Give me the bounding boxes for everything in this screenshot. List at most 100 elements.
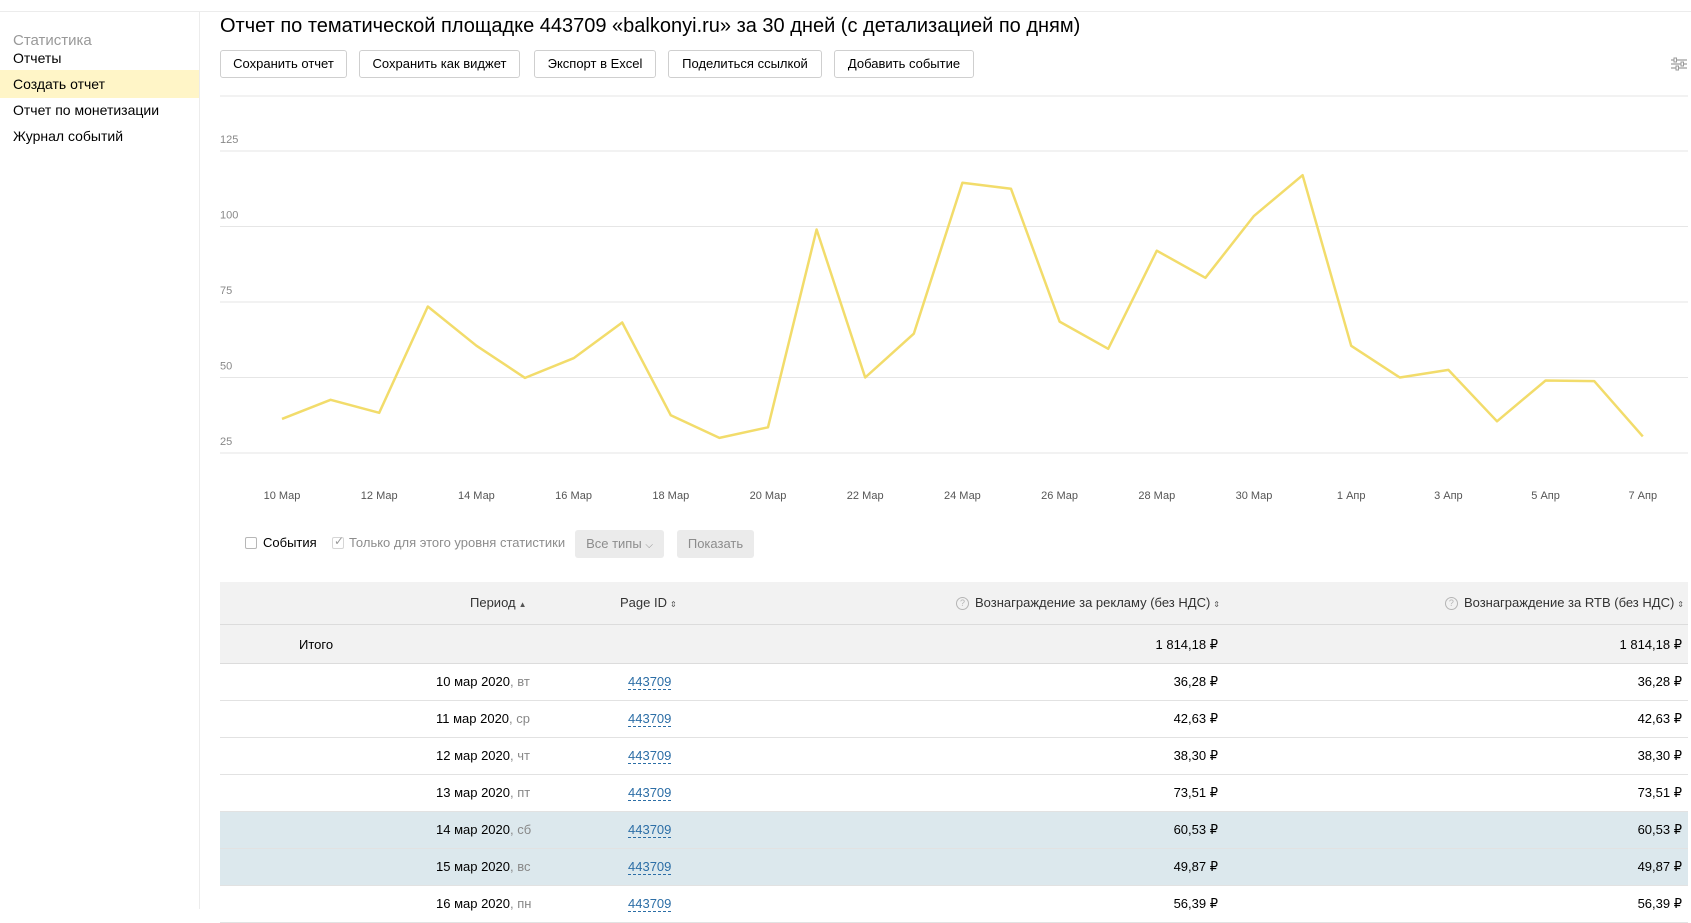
x-tick-label: 28 Мар	[1138, 490, 1175, 502]
help-icon[interactable]: ?	[1444, 597, 1458, 610]
data-point[interactable]	[276, 413, 288, 425]
save-report-button[interactable]: Сохранить отчет	[220, 50, 347, 78]
table-row[interactable]: 12 мар 2020, чт 443709 38,30 ₽ 38,30 ₽	[220, 738, 1688, 775]
x-tick-label: 12 Мар	[361, 490, 398, 502]
data-point[interactable]	[1297, 169, 1309, 181]
sidebar-title: Статистика	[13, 32, 92, 49]
data-point[interactable]	[811, 224, 823, 236]
data-point[interactable]	[1005, 183, 1017, 195]
data-point[interactable]	[616, 317, 628, 329]
data-point[interactable]	[1054, 316, 1066, 328]
cell-reward-ads: 36,28 ₽	[1173, 674, 1218, 689]
cell-reward-ads: 73,51 ₽	[1173, 785, 1218, 800]
page-id-link[interactable]: 443709	[628, 711, 672, 727]
cell-period: 13 мар 2020, пт	[436, 785, 530, 800]
table-row[interactable]: 10 мар 2020, вт 443709 36,28 ₽ 36,28 ₽	[220, 664, 1688, 701]
table-row[interactable]: 11 мар 2020, ср 443709 42,63 ₽ 42,63 ₽	[220, 701, 1688, 738]
save-as-widget-button[interactable]: Сохранить как виджет	[359, 50, 520, 78]
data-point[interactable]	[1199, 272, 1211, 284]
data-point[interactable]	[1442, 364, 1454, 376]
x-tick-label: 14 Мар	[458, 490, 495, 502]
column-header-period[interactable]: Период ▲	[470, 595, 527, 610]
event-types-label: Все типы	[586, 536, 642, 551]
cell-reward-ads: 49,87 ₽	[1173, 859, 1218, 874]
table-row[interactable]: 13 мар 2020, пт 443709 73,51 ₽ 73,51 ₽	[220, 775, 1688, 812]
table-row[interactable]: 16 мар 2020, пн 443709 56,39 ₽ 56,39 ₽	[220, 886, 1688, 923]
data-point[interactable]	[1637, 430, 1649, 442]
page-id-link[interactable]: 443709	[628, 822, 672, 838]
cell-reward-ads: 56,39 ₽	[1173, 896, 1218, 911]
total-reward-ads: 1 814,18 ₽	[1155, 637, 1219, 652]
show-button[interactable]: Показать	[677, 530, 754, 558]
data-point[interactable]	[956, 177, 968, 189]
cell-period: 12 мар 2020, чт	[436, 748, 530, 763]
table-row[interactable]: 15 мар 2020, вс 443709 49,87 ₽ 49,87 ₽	[220, 849, 1688, 886]
events-label: События	[263, 535, 317, 550]
data-point[interactable]	[1151, 245, 1163, 257]
column-label-page-id: Page ID	[620, 595, 667, 610]
sidebar-item-reports[interactable]: Отчеты	[13, 50, 62, 66]
data-point[interactable]	[1394, 372, 1406, 384]
cell-reward-rtb: 42,63 ₽	[1637, 711, 1682, 726]
column-header-page-id[interactable]: Page ID ⇕	[620, 595, 677, 610]
data-point[interactable]	[1248, 210, 1260, 222]
data-point[interactable]	[908, 328, 920, 340]
column-label-period: Период	[470, 595, 516, 610]
cell-period: 10 мар 2020, вт	[436, 674, 530, 689]
sort-icon: ⇕	[669, 600, 677, 609]
page-id-link[interactable]: 443709	[628, 896, 672, 912]
data-point[interactable]	[373, 407, 385, 419]
cell-page-id: 443709	[628, 748, 672, 764]
events-checkbox[interactable]	[245, 537, 257, 549]
period-date: 14 мар 2020	[436, 822, 511, 837]
column-header-reward-rtb[interactable]: ? Вознаграждение за RTB (без НДС) ⇕	[1444, 595, 1684, 610]
page-id-link[interactable]: 443709	[628, 674, 672, 690]
x-tick-label: 1 Апр	[1337, 490, 1366, 502]
data-point[interactable]	[762, 421, 774, 433]
page-id-link[interactable]: 443709	[628, 859, 672, 875]
y-tick-label: 25	[220, 436, 232, 448]
event-types-dropdown[interactable]: Все типы ⌵	[575, 530, 664, 558]
data-point[interactable]	[1540, 375, 1552, 387]
data-point[interactable]	[568, 352, 580, 364]
x-tick-label: 3 Апр	[1434, 490, 1463, 502]
cell-reward-rtb: 49,87 ₽	[1637, 859, 1682, 874]
table-row[interactable]: 14 мар 2020, сб 443709 60,53 ₽ 60,53 ₽	[220, 812, 1688, 849]
x-tick-label: 16 Мар	[555, 490, 592, 502]
sliders-icon[interactable]	[1671, 57, 1687, 71]
cell-period: 11 мар 2020, ср	[436, 711, 530, 726]
data-point[interactable]	[325, 394, 337, 406]
data-point[interactable]	[1102, 343, 1114, 355]
data-point[interactable]	[1345, 340, 1357, 352]
data-point[interactable]	[422, 301, 434, 313]
sidebar-item-event-log[interactable]: Журнал событий	[13, 128, 124, 144]
page-id-link[interactable]: 443709	[628, 785, 672, 801]
chart-grid	[220, 95, 1688, 454]
chart-x-axis: 10 Мар 12 Мар 14 Мар 16 Мар 18 Мар 20 Мар 22 М…	[264, 490, 1658, 502]
column-header-reward-ads[interactable]: ? Вознаграждение за рекламу (без НДС) ⇕	[956, 595, 1220, 610]
sidebar-item-create-report[interactable]: Создать отчет	[0, 70, 199, 98]
data-point[interactable]	[665, 409, 677, 421]
x-tick-label: 5 Апр	[1531, 490, 1560, 502]
add-event-button[interactable]: Добавить событие	[834, 50, 974, 78]
share-link-button[interactable]: Поделиться ссылкой	[668, 50, 822, 78]
sort-icon: ⇕	[1677, 600, 1684, 609]
chart-y-axis: 25 50 75 100 125	[220, 134, 238, 448]
page-id-link[interactable]: 443709	[628, 748, 672, 764]
sidebar-item-monetization-report[interactable]: Отчет по монетизации	[13, 102, 160, 118]
cell-period: 15 мар 2020, вс	[436, 859, 531, 874]
column-label-reward-ads: Вознаграждение за рекламу (без НДС)	[975, 595, 1211, 610]
chart-series	[276, 169, 1649, 444]
data-point[interactable]	[519, 372, 531, 384]
data-point[interactable]	[713, 432, 725, 444]
export-excel-button[interactable]: Экспорт в Excel	[534, 50, 656, 78]
data-point[interactable]	[470, 340, 482, 352]
only-level-checkbox[interactable]: ✓	[332, 534, 344, 549]
help-icon[interactable]: ?	[956, 597, 969, 610]
data-point[interactable]	[1588, 375, 1600, 387]
data-point[interactable]	[859, 372, 871, 384]
data-point[interactable]	[1491, 415, 1503, 427]
cell-reward-ads: 42,63 ₽	[1173, 711, 1218, 726]
period-weekday: , чт	[510, 748, 530, 763]
top-divider	[0, 11, 1691, 12]
